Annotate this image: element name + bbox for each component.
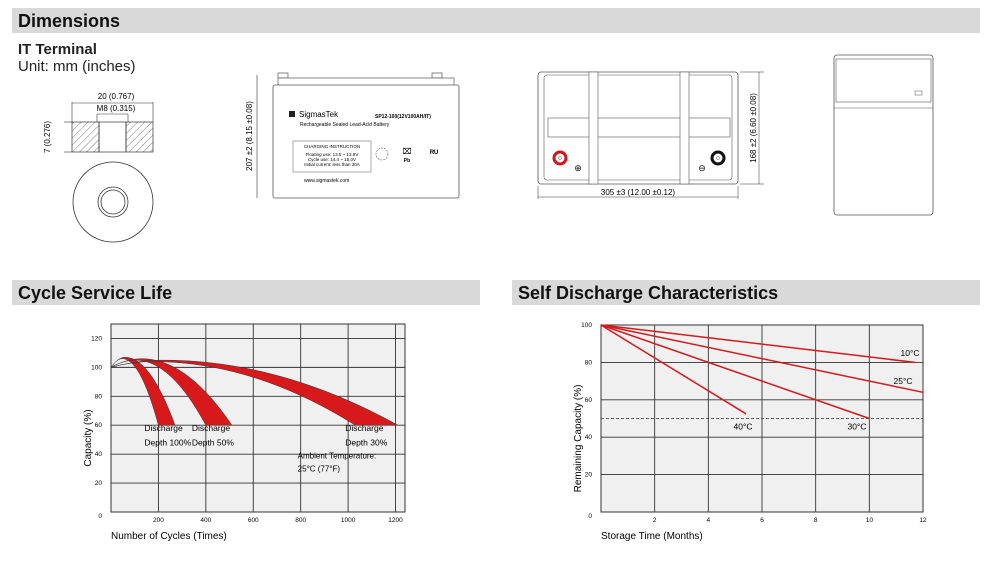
x-tick-label: 8 [814, 517, 818, 524]
x-tick-label: 1000 [341, 517, 356, 524]
series-label: Depth 50% [192, 437, 234, 447]
y-tick-label: 100 [581, 322, 592, 329]
y-tick-label: 0 [588, 513, 592, 520]
series-band-3 [110, 359, 399, 426]
series-line [600, 324, 870, 420]
x-tick-label: 12 [919, 517, 927, 524]
dimensions-header: Dimensions [12, 8, 980, 33]
series-label: Depth 30% [345, 437, 387, 447]
series-label: Discharge [345, 423, 384, 433]
terminal-title: IT Terminal [18, 41, 97, 58]
y-tick-label: 40 [95, 451, 103, 458]
ul-icon: ᴿᵁ [430, 148, 438, 158]
battery-model: SP12-100(12V100AH/IT) [375, 114, 431, 120]
recycle-icon [375, 147, 389, 161]
y-axis-title: Remaining Capacity (%) [573, 385, 584, 493]
cycle-service-life-header: Cycle Service Life [12, 280, 480, 305]
y-tick-label: 100 [91, 364, 102, 371]
series-line [600, 324, 916, 364]
x-tick-label: 200 [153, 517, 164, 524]
battery-front-view: 207 ±2 (8.15 ±0.08) SigmasTek SP12-100(1… [245, 72, 460, 199]
pb-label: Pb [404, 158, 410, 164]
plus-icon: ⊕ [574, 163, 582, 173]
brand-logo: SigmasTek [299, 110, 339, 119]
series-line [600, 324, 747, 415]
bin-icon: ⌧ [402, 147, 411, 156]
positive-terminal [552, 150, 568, 166]
self-discharge-chart: 0 20 40 60 80 100 2 4 6 8 10 12 Storage Time (Months… [573, 322, 927, 542]
x-tick-label: 400 [200, 517, 211, 524]
y-tick-label: 20 [585, 472, 593, 479]
y-tick-label: 60 [95, 422, 103, 429]
x-tick-label: 1200 [388, 517, 403, 524]
y-axis-title: Capacity (%) [83, 409, 94, 466]
cycle-life-chart: 0 20 40 60 80 100 120 200 400 600 800 1000 1200 Numbe… [83, 323, 406, 542]
unit-label: Unit: mm (inches) [18, 58, 136, 75]
x-tick-label: 2 [653, 517, 657, 524]
series-band-1 [110, 357, 176, 426]
y-tick-label: 60 [585, 397, 593, 404]
x-axis-title: Number of Cycles (Times) [111, 531, 227, 542]
self-discharge-header: Self Discharge Characteristics [512, 280, 980, 305]
x-axis-title: Storage Time (Months) [601, 531, 703, 542]
series-label: 40°C [734, 422, 753, 432]
y-tick-label: 120 [91, 335, 102, 342]
length-dimension: 305 ±3 (12.00 ±0.12) [601, 188, 676, 197]
x-tick-label: 4 [707, 517, 711, 524]
charging-title: CHARGING INSTRUCTION [304, 144, 360, 149]
y-tick-label: 80 [95, 393, 103, 400]
x-tick-label: 10 [866, 517, 874, 524]
website: www.sigmastek.com [304, 178, 349, 184]
charging-line: Initial current: less than 30A [304, 162, 360, 167]
y-tick-label: 40 [585, 434, 593, 441]
terminal-height-dim: 7 (0.276) [43, 121, 52, 153]
x-tick-label: 600 [248, 517, 259, 524]
series-label: Discharge [144, 423, 183, 433]
annotation: Ambient Temperature: [298, 451, 377, 460]
series-label: 30°C [848, 422, 867, 432]
battery-top-view: ⊕ ⊖ 168 ±2 (6.60 ±0.08) 305 ±3 (12.00 ±0… [537, 71, 764, 199]
series-label: Discharge [192, 423, 231, 433]
series-line [600, 324, 924, 394]
y-tick-label: 80 [585, 359, 593, 366]
width-dimension: 168 ±2 (6.60 ±0.08) [749, 93, 758, 163]
negative-terminal [710, 150, 726, 166]
minus-icon: ⊖ [698, 163, 706, 173]
series-label: 25°C [894, 376, 913, 386]
x-tick-label: 800 [295, 517, 306, 524]
terminal-thread-dim: M8 (0.315) [97, 104, 136, 113]
battery-side-view [833, 54, 934, 216]
annotation: 25°C (77°F) [298, 465, 341, 474]
y-tick-label: 0 [98, 513, 102, 520]
x-tick-label: 6 [760, 517, 764, 524]
series-band-2 [110, 358, 233, 426]
charging-line: Cycle use: 14.4 ~ 15.0V [308, 157, 356, 162]
terminal-drawing: 20 (0.767) M8 (0.315) 7 (0.276) [43, 92, 154, 243]
series-label: Depth 100% [144, 437, 191, 447]
charging-line: Floating use: 13.5 ~ 13.8V [306, 152, 359, 157]
height-dimension: 207 ±2 (8.15 ±0.08) [245, 101, 254, 171]
terminal-width-dim: 20 (0.767) [98, 92, 135, 101]
battery-type: Rechargeable Sealed Lead-Acid Battery [300, 122, 390, 128]
y-tick-label: 20 [95, 480, 103, 487]
series-label: 10°C [901, 348, 920, 358]
